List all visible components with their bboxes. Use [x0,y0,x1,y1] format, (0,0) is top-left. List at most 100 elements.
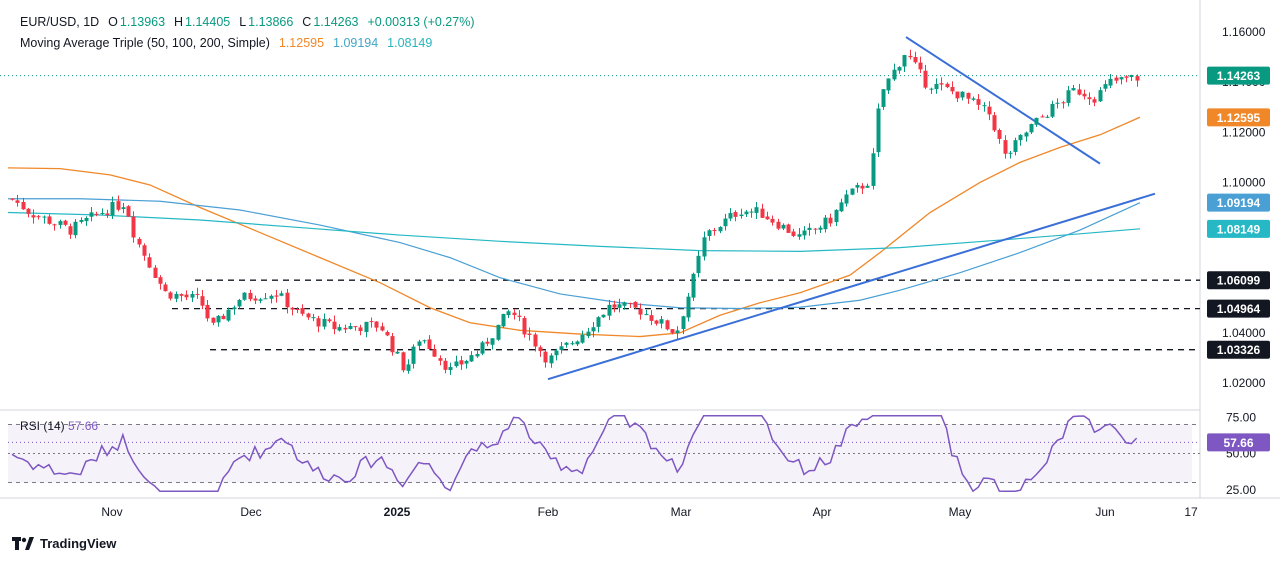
candle-body [543,351,548,363]
tradingview-brand[interactable]: TradingView [12,536,116,551]
candle-body [100,213,105,215]
rsi-tick-label: 75.00 [1226,410,1256,424]
candle-body [733,212,738,217]
candle-body [575,341,580,345]
candle-body [538,347,543,352]
candle-body [559,346,564,350]
candle-body [253,298,258,301]
candle-body [385,331,390,336]
candle-body [52,224,57,226]
candle-body [1013,140,1018,152]
candle-body [797,234,802,237]
price-badge-label: 1.12595 [1217,111,1261,125]
candle-body [918,62,923,70]
candle-body [654,320,659,324]
candle-body [744,211,749,215]
candle-body [417,341,422,346]
candle-body [1124,76,1129,78]
time-tick-label: Nov [101,505,122,519]
candle-body [913,57,918,63]
candle-body [681,316,686,330]
candle-body [850,188,855,195]
candle-body [765,216,770,220]
candle-body [633,301,638,308]
candle-body [1098,90,1103,102]
candle-body [401,352,406,371]
candle-body [126,206,131,217]
candle-body [923,70,928,88]
tradingview-label: TradingView [40,536,117,551]
candle-body [1119,77,1124,80]
open-label: O [108,15,118,29]
candle-body [116,201,121,210]
rsi-legend: RSI (14) 57.66 [20,419,98,433]
candle-body [997,129,1002,139]
candle-body [834,209,839,223]
candle-body [807,227,812,231]
candle-body [174,293,179,299]
moving-averages [7,116,1141,338]
time-tick-label: May [949,505,972,519]
candle-body [68,226,73,235]
time-tick-label: 17 [1184,505,1198,519]
candle-body [892,69,897,80]
candle-body [1034,117,1039,125]
candle-body [591,327,596,332]
candle-body [908,55,913,58]
ma50-line [7,116,1141,338]
candle-body [258,299,263,301]
candle-body [332,321,337,330]
candle-body [195,293,200,295]
candle-body [844,194,849,204]
candle-body [512,312,517,316]
candle-body [1018,135,1023,141]
candle-body [94,213,99,215]
rsi-line [11,415,1138,493]
time-tick-label: 2025 [384,505,411,519]
candle-body [712,229,717,231]
candle-body [1071,88,1076,91]
candle-body [73,221,78,236]
ma-title: Moving Average Triple (50, 100, 200, Sim… [20,36,270,50]
candle-body [527,333,532,335]
candle-body [992,115,997,131]
candle-body [179,294,184,296]
candle-body [337,327,342,331]
candle-body [934,83,939,90]
candle-body [374,321,379,328]
candle-body [939,83,944,85]
candle-body [322,318,327,327]
price-tick-label: 1.04000 [1222,326,1266,340]
candle-body [205,304,210,319]
axes: 1.160001.140001.120001.100001.040001.020… [101,25,1270,519]
candle-body [754,207,759,213]
price-badge-label: 1.03326 [1217,343,1261,357]
candle-body [475,353,480,357]
rising-trendline [547,192,1156,381]
candle-body [665,320,670,330]
price-badge-label: 1.09194 [1217,196,1261,210]
candle-body [791,231,796,237]
candle-body [828,217,833,224]
candle-body [739,214,744,217]
candle-body [348,325,353,329]
candle-body [533,334,538,347]
candle-body [390,336,395,353]
ma100-line [8,198,1141,310]
candle-body [501,313,506,327]
candle-body [786,224,791,233]
candle-body [950,87,955,92]
candle-body [422,340,427,342]
candle-body [1061,102,1066,104]
candle-body [1087,97,1092,100]
candle-body [696,255,701,274]
candle-body [84,217,89,222]
candle-body [1050,103,1055,117]
candle-body [274,295,279,297]
price-tick-label: 1.02000 [1222,376,1266,390]
candle-body [1108,78,1113,86]
candle-body [1055,102,1060,104]
candle-body [58,221,63,225]
candle-body [622,302,627,306]
